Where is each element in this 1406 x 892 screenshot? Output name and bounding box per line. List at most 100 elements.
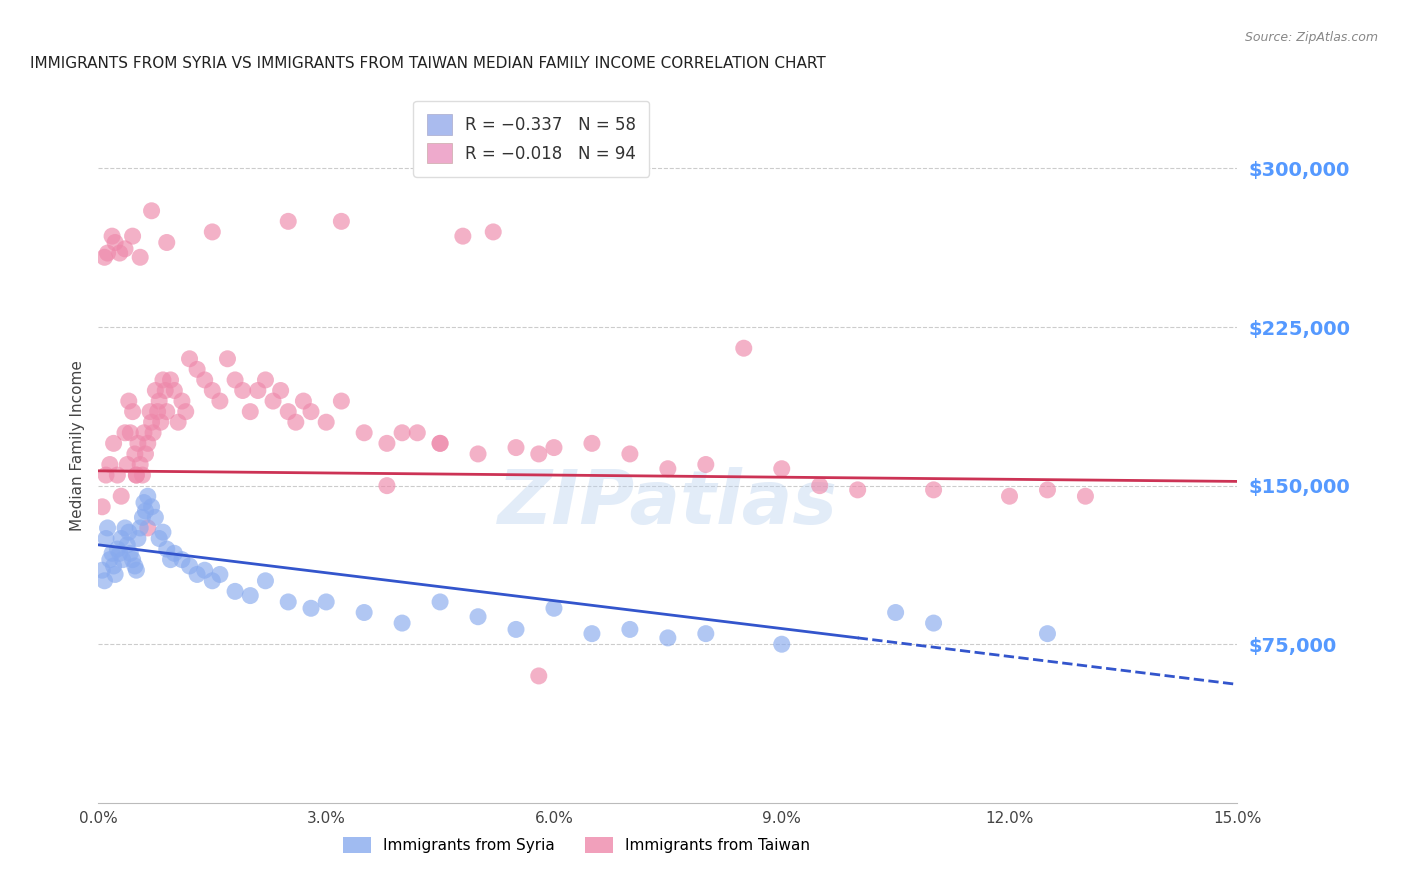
Point <box>159 552 181 566</box>
Point <box>194 373 217 387</box>
Point <box>104 235 127 250</box>
Point <box>1074 489 1097 503</box>
Point <box>232 384 254 398</box>
Point <box>125 468 148 483</box>
Y-axis label: Median Family Income: Median Family Income <box>69 360 84 532</box>
Point <box>429 595 451 609</box>
Point <box>451 229 474 244</box>
Point <box>118 394 141 409</box>
Point <box>922 483 945 497</box>
Point <box>1036 483 1059 497</box>
Point <box>124 559 146 574</box>
Point <box>581 626 603 640</box>
Point <box>179 559 201 574</box>
Point <box>277 595 299 609</box>
Point <box>194 563 217 577</box>
Point <box>543 441 565 455</box>
Point <box>139 404 162 418</box>
Point <box>146 404 169 418</box>
Point <box>292 394 315 409</box>
Point <box>695 626 717 640</box>
Point <box>101 546 124 560</box>
Point <box>208 394 231 409</box>
Point <box>98 458 121 472</box>
Point <box>581 436 603 450</box>
Point <box>125 563 148 577</box>
Point <box>884 606 907 620</box>
Point <box>391 616 413 631</box>
Point <box>527 669 550 683</box>
Point <box>127 436 149 450</box>
Point <box>156 542 179 557</box>
Point <box>118 525 141 540</box>
Point <box>149 415 172 429</box>
Point <box>136 489 159 503</box>
Point <box>224 373 246 387</box>
Point <box>186 567 208 582</box>
Point <box>117 458 139 472</box>
Text: IMMIGRANTS FROM SYRIA VS IMMIGRANTS FROM TAIWAN MEDIAN FAMILY INCOME CORRELATION: IMMIGRANTS FROM SYRIA VS IMMIGRANTS FROM… <box>30 56 825 71</box>
Point <box>277 214 299 228</box>
Point <box>170 394 193 409</box>
Point <box>94 468 117 483</box>
Point <box>330 394 353 409</box>
Point <box>98 552 121 566</box>
Point <box>1036 626 1059 640</box>
Point <box>505 441 527 455</box>
Point <box>110 532 132 546</box>
Point <box>129 521 152 535</box>
Point <box>695 458 717 472</box>
Point <box>186 362 208 376</box>
Point <box>353 606 375 620</box>
Point <box>156 235 179 250</box>
Point <box>770 637 793 651</box>
Point <box>101 229 124 244</box>
Point <box>114 242 136 256</box>
Point <box>91 500 114 514</box>
Point <box>375 436 398 450</box>
Point <box>619 447 641 461</box>
Point <box>91 563 114 577</box>
Point <box>134 447 156 461</box>
Point <box>108 246 131 260</box>
Point <box>239 589 262 603</box>
Point <box>132 495 155 509</box>
Point <box>179 351 201 366</box>
Point <box>246 384 269 398</box>
Point <box>406 425 429 440</box>
Point <box>467 609 489 624</box>
Text: Source: ZipAtlas.com: Source: ZipAtlas.com <box>1244 31 1378 45</box>
Point <box>120 546 142 560</box>
Point <box>127 532 149 546</box>
Point <box>239 404 262 418</box>
Point <box>174 404 197 418</box>
Point <box>167 415 190 429</box>
Point <box>136 436 159 450</box>
Point <box>657 631 679 645</box>
Point <box>770 461 793 475</box>
Point <box>808 478 831 492</box>
Point <box>132 425 155 440</box>
Point <box>155 384 177 398</box>
Point <box>136 521 159 535</box>
Point <box>131 510 153 524</box>
Point <box>96 521 118 535</box>
Point <box>254 373 277 387</box>
Point <box>96 246 118 260</box>
Point <box>93 250 115 264</box>
Point <box>391 425 413 440</box>
Point <box>201 384 224 398</box>
Point <box>467 447 489 461</box>
Point <box>224 584 246 599</box>
Point <box>170 552 193 566</box>
Point <box>129 458 152 472</box>
Point <box>201 225 224 239</box>
Point <box>284 415 307 429</box>
Point <box>103 559 125 574</box>
Point <box>120 425 142 440</box>
Point <box>129 250 152 264</box>
Point <box>429 436 451 450</box>
Point <box>619 623 641 637</box>
Point <box>163 546 186 560</box>
Point <box>142 425 165 440</box>
